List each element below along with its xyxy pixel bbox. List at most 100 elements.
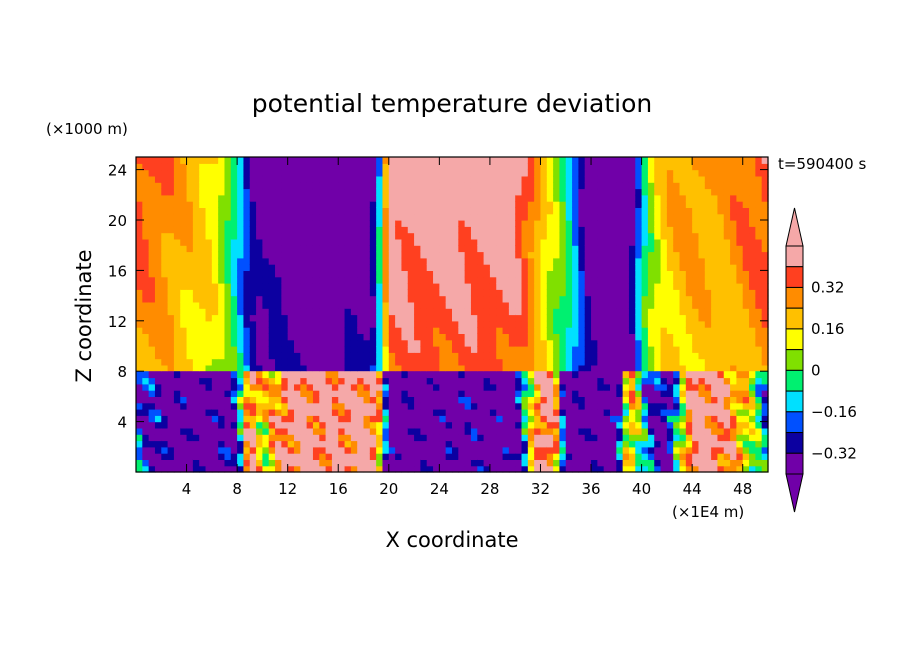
contour-cell <box>268 402 276 410</box>
contour-cell <box>736 377 744 385</box>
contour-cell <box>186 220 194 227</box>
contour-cell <box>660 289 668 297</box>
contour-cell <box>458 308 466 316</box>
contour-cell <box>559 465 567 473</box>
contour-cell <box>502 207 510 215</box>
contour-cell <box>717 339 725 347</box>
contour-cell <box>136 364 143 372</box>
contour-cell <box>483 201 491 208</box>
contour-cell <box>154 421 162 429</box>
contour-cell <box>521 459 529 467</box>
contour-cell <box>319 402 327 410</box>
contour-cell <box>306 409 314 416</box>
contour-cell <box>294 169 301 177</box>
contour-cell <box>717 358 725 366</box>
contour-cell <box>622 364 630 372</box>
contour-cell <box>578 333 586 341</box>
contour-cell <box>546 245 554 253</box>
contour-cell <box>692 194 700 202</box>
contour-cell <box>173 339 181 347</box>
contour-cell <box>489 440 497 448</box>
contour-cell <box>742 276 750 284</box>
contour-cell <box>376 453 384 460</box>
contour-cell <box>281 327 289 334</box>
contour-cell <box>338 352 346 360</box>
contour-cell <box>256 251 263 259</box>
contour-cell <box>673 402 681 410</box>
contour-cell <box>483 301 491 309</box>
contour-cell <box>148 352 156 360</box>
contour-cell <box>294 301 301 309</box>
contour-cell <box>761 427 769 435</box>
contour-cell <box>136 465 143 473</box>
contour-cell <box>603 163 611 171</box>
contour-cell <box>287 390 295 397</box>
contour-cell <box>559 182 567 190</box>
contour-cell <box>470 238 478 246</box>
contour-cell <box>211 364 219 372</box>
contour-cell <box>610 396 617 404</box>
contour-cell <box>312 390 320 397</box>
contour-cell <box>534 308 542 316</box>
contour-cell <box>489 257 497 265</box>
contour-cell <box>338 327 346 334</box>
contour-cell <box>755 415 763 423</box>
contour-cell <box>136 327 143 334</box>
contour-cell <box>477 314 485 322</box>
contour-cell <box>167 188 175 196</box>
contour-cell <box>407 264 415 271</box>
contour-cell <box>237 383 245 391</box>
contour-cell <box>192 264 200 271</box>
contour-cell <box>666 427 674 435</box>
contour-cell <box>388 194 396 202</box>
contour-cell <box>350 289 358 297</box>
contour-cell <box>268 390 276 397</box>
contour-cell <box>736 333 744 341</box>
contour-cell <box>237 213 245 221</box>
contour-cell <box>325 276 333 284</box>
contour-cell <box>230 169 238 177</box>
contour-cell <box>477 421 485 429</box>
contour-cell <box>395 232 403 240</box>
contour-cell <box>395 446 403 454</box>
contour-cell <box>521 402 529 410</box>
contour-cell <box>496 427 504 435</box>
contour-cell <box>287 264 295 271</box>
contour-cell <box>508 396 516 404</box>
contour-cell <box>730 314 737 322</box>
contour-cell <box>527 402 535 410</box>
contour-cell <box>350 194 358 202</box>
contour-cell <box>211 427 219 435</box>
contour-cell <box>312 245 320 253</box>
contour-cell <box>540 402 548 410</box>
contour-cell <box>730 169 737 177</box>
contour-cell <box>527 415 535 423</box>
contour-cell <box>294 390 301 397</box>
contour-cell <box>635 226 643 234</box>
contour-cell <box>527 257 535 265</box>
contour-cell <box>730 220 737 227</box>
contour-cell <box>647 207 655 215</box>
contour-cell <box>414 377 421 385</box>
contour-cell <box>565 421 573 429</box>
contour-cell <box>407 283 415 290</box>
contour-cell <box>584 264 592 271</box>
contour-cell <box>142 396 150 404</box>
contour-cell <box>382 251 390 259</box>
contour-cell <box>527 251 535 259</box>
contour-cell <box>515 440 523 448</box>
contour-cell <box>470 371 478 379</box>
contour-cell <box>692 427 700 435</box>
contour-cell <box>439 251 447 259</box>
contour-cell <box>603 409 611 416</box>
contour-cell <box>230 459 238 467</box>
contour-cell <box>660 390 668 397</box>
contour-cell <box>312 295 320 303</box>
contour-cell <box>761 327 769 334</box>
contour-cell <box>357 163 365 171</box>
contour-cell <box>470 459 478 467</box>
contour-cell <box>256 245 263 253</box>
contour-cell <box>489 383 497 391</box>
contour-cell <box>591 453 598 460</box>
contour-cell <box>489 157 497 164</box>
